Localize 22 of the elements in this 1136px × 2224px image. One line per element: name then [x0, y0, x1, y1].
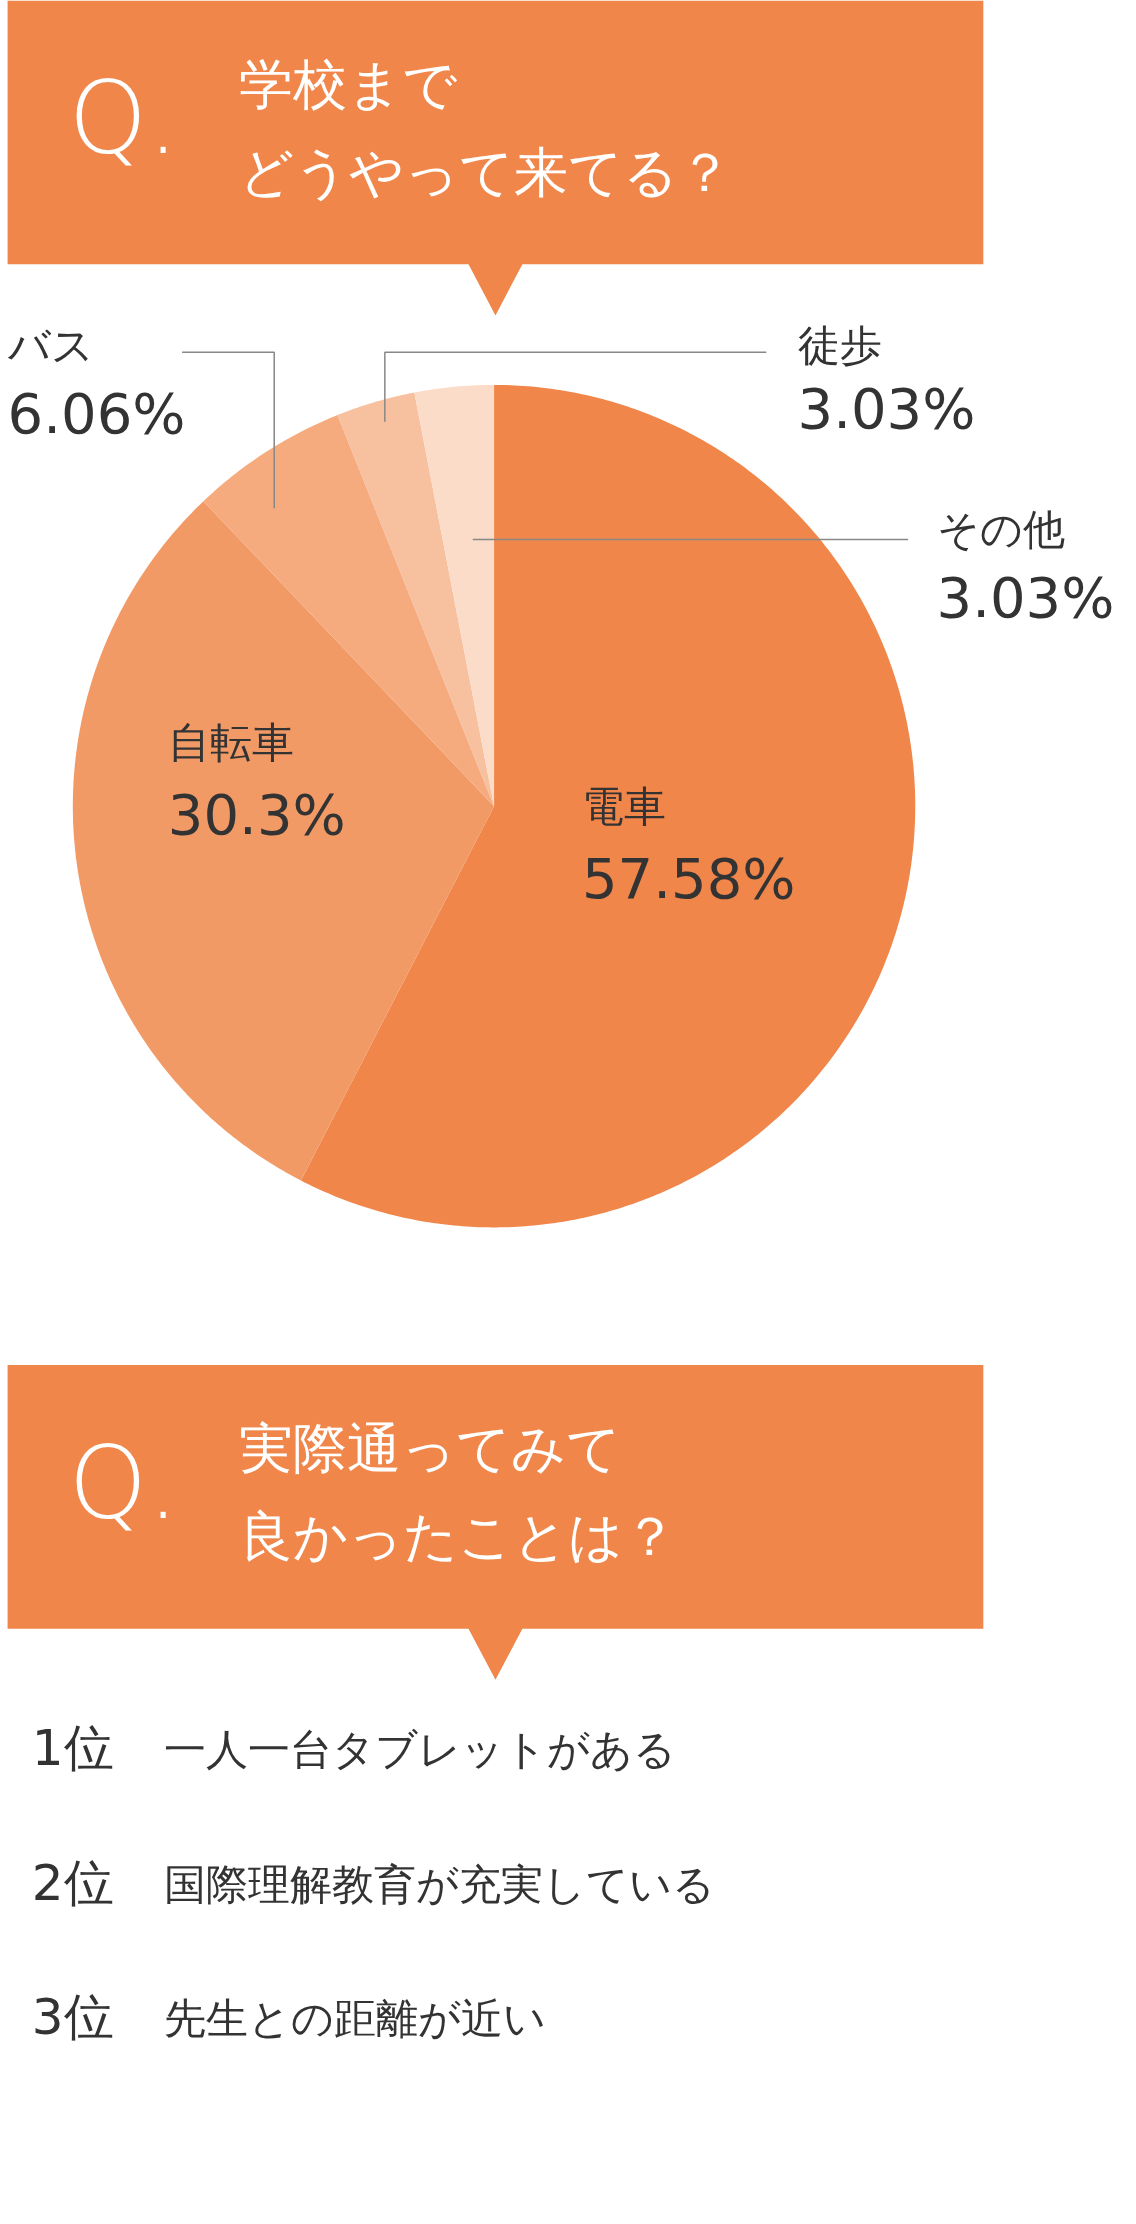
data-label: 3.03%	[797, 376, 976, 442]
text: 実際通ってみて	[238, 1417, 621, 1481]
text: Q.	[68, 1424, 180, 1542]
text: 先生との距離が近い	[163, 1994, 546, 2044]
slice-label: 徒歩	[797, 320, 882, 370]
text: 1位	[31, 1718, 114, 1777]
slice-label: 自転車	[167, 717, 294, 767]
slice-label: バス	[6, 320, 94, 370]
chart-subtitle: どうやって来てる？	[238, 140, 732, 204]
data-label: 30.3%	[167, 782, 346, 848]
chart-title: 学校まで	[238, 52, 458, 116]
data-label: 3.03%	[936, 565, 1115, 630]
text: 国際理解教育が充実している	[163, 1859, 715, 1909]
text: 2位	[31, 1853, 114, 1912]
data-label: 6.06%	[7, 380, 186, 446]
slice-label: 電車	[581, 781, 666, 831]
data-label: 57.58%	[581, 845, 796, 911]
text: Q.	[68, 60, 180, 178]
text: 一人一台タブレットがある	[163, 1724, 676, 1774]
slice-label: その他	[936, 505, 1065, 555]
text: 良かったことは？	[238, 1505, 677, 1569]
text: 3位	[31, 1988, 114, 2047]
